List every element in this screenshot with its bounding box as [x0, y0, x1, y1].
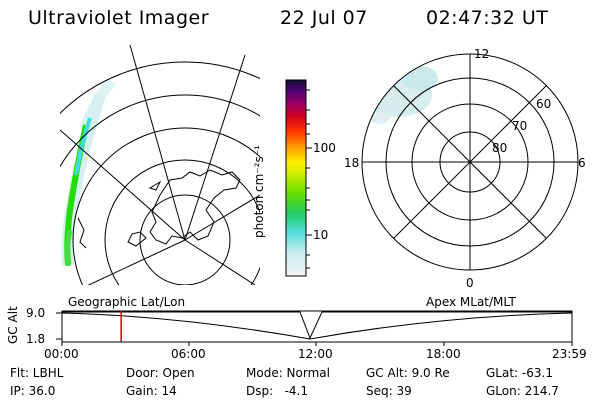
coastline — [127, 169, 241, 247]
timeline-tick-1200: 12:00 — [298, 347, 333, 361]
mlat-label-70: 70 — [512, 119, 528, 133]
status-ip: IP: 36.0 — [10, 384, 56, 398]
timeline-ymin: 1.8 — [26, 332, 46, 346]
mlat-label-60: 60 — [536, 97, 552, 111]
polar-plot — [361, 53, 579, 271]
mlt-label-0: 0 — [466, 276, 474, 290]
polar-aurora — [364, 66, 438, 124]
colorbar — [285, 79, 307, 277]
status-mode: Mode: Normal — [246, 366, 330, 380]
meridian-lines — [60, 44, 260, 285]
status-glat: GLat: -63.1 — [486, 366, 553, 380]
timeline-tick-0600: 06:00 — [171, 347, 206, 361]
mlt-label-6: 6 — [578, 156, 586, 170]
timeline-right-label: Apex MLat/MLT — [426, 295, 516, 309]
app-title: Ultraviolet Imager — [28, 7, 210, 29]
colorbar-tick-100: 100 — [313, 141, 336, 155]
timeline-tick-1800: 18:00 — [426, 347, 461, 361]
status-glon: GLon: 214.7 — [486, 384, 559, 398]
geographic-map — [60, 44, 260, 285]
timeline-ymax: 9.0 — [26, 306, 46, 320]
colorbar-unit-label: photon cm⁻²s⁻¹ — [252, 145, 266, 238]
timeline-ticks — [56, 312, 573, 346]
status-door: Door: Open — [126, 366, 195, 380]
status-seq: Seq: 39 — [366, 384, 412, 398]
timeline-tick-0000: 00:00 — [44, 347, 79, 361]
mlt-label-12: 12 — [474, 47, 490, 61]
status-gain: Gain: 14 — [126, 384, 177, 398]
coastline-fragment — [77, 217, 87, 249]
mlat-label-80: 80 — [492, 141, 508, 155]
timeline-tick-2359: 23:59 — [552, 347, 587, 361]
mlt-label-18: 18 — [344, 156, 360, 170]
colorbar-ticks — [306, 89, 312, 269]
status-filter: Flt: LBHL — [10, 366, 64, 380]
status-gc-alt: GC Alt: 9.0 Re — [366, 366, 450, 380]
colorbar-tick-10: 10 — [313, 228, 329, 242]
latitude-circles — [60, 61, 260, 285]
status-dsp: Dsp: -4.1 — [246, 384, 309, 398]
timeline-left-label: Geographic Lat/Lon — [68, 295, 186, 309]
altitude-curve — [61, 312, 573, 340]
aurora-emission — [61, 78, 116, 267]
date-label: 22 Jul 07 — [280, 7, 368, 29]
time-label: 02:47:32 UT — [426, 7, 549, 29]
timeline-axis-title: GC Alt — [6, 306, 20, 344]
timeline-plot — [56, 310, 573, 346]
